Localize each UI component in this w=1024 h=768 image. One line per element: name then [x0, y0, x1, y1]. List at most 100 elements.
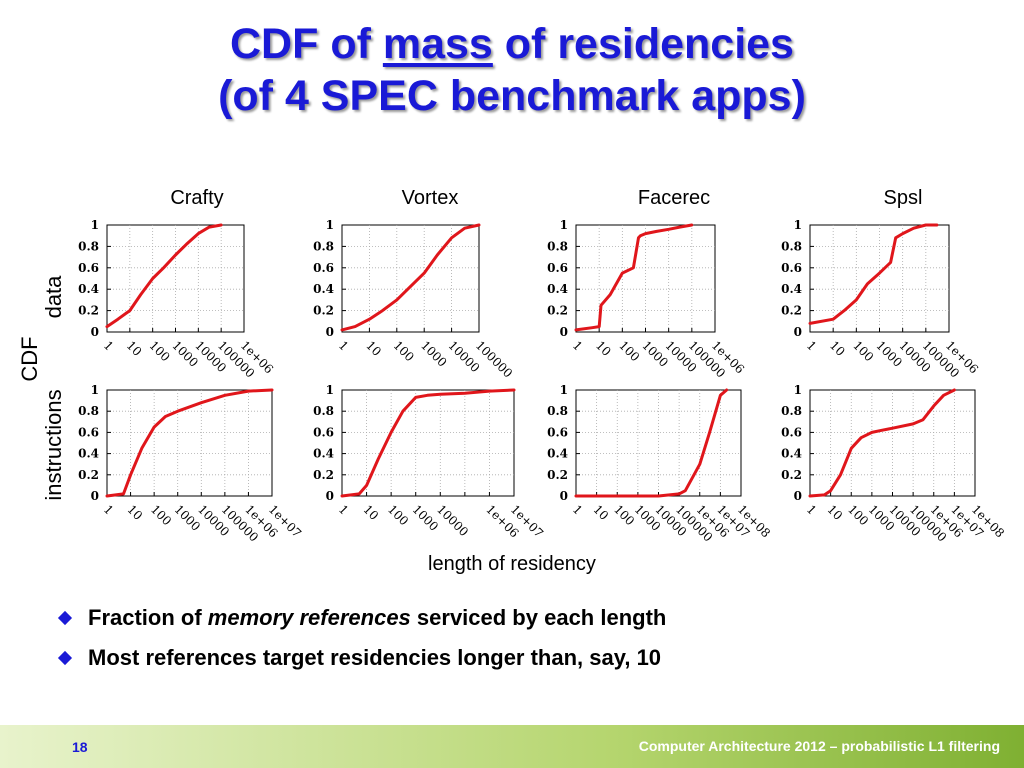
title-pre: CDF of	[230, 20, 383, 68]
footer-bar: 18 Computer Architecture 2012 – probabil…	[0, 725, 1024, 768]
y-tick-label: 0.4	[547, 447, 568, 461]
y-tick-label: 1	[326, 383, 334, 397]
x-tick-label: 1	[570, 502, 585, 517]
x-tick-label: 100	[616, 338, 642, 364]
diamond-bullet-icon	[57, 650, 73, 666]
x-tick-label: 10	[360, 502, 381, 523]
y-tick-label: 0.4	[781, 447, 802, 461]
title-post: of residencies	[492, 20, 794, 68]
bullet-item-1: Fraction of memory references serviced b…	[56, 598, 666, 638]
series-line-3	[574, 223, 694, 332]
x-tick-label: 100	[147, 338, 173, 364]
y-tick-label: 0.8	[781, 404, 802, 418]
y-tick-label: 0.4	[313, 447, 334, 461]
y-tick-label: 0.8	[78, 239, 99, 253]
x-tick-label: 10	[363, 338, 384, 359]
chart-title-crafty: Crafty	[170, 187, 224, 209]
bullet-1-pre: Fraction of	[88, 605, 208, 630]
y-tick-label: 0.6	[781, 261, 802, 275]
y-tick-label: 0	[91, 325, 99, 339]
x-tick-label: 10	[593, 338, 614, 359]
y-tick-label: 1	[560, 218, 568, 232]
y-tick-label: 0.2	[313, 304, 334, 318]
y-tick-label: 0.2	[547, 468, 568, 482]
series-line-2	[340, 223, 481, 332]
x-tick-label: 1000	[873, 338, 904, 369]
y-tick-label: 1	[91, 383, 99, 397]
y-tick-label: 0	[91, 489, 99, 503]
x-tick-label: 1	[804, 338, 819, 353]
x-tick-label: 100	[148, 502, 174, 528]
x-tick-label: 1	[804, 502, 819, 517]
plot-frame	[106, 389, 273, 497]
y-tick-label: 0.8	[781, 239, 802, 253]
y-tick-label: 0.4	[781, 282, 802, 296]
y-tick-label: 0.2	[78, 304, 99, 318]
footer-text: Computer Architecture 2012 – probabilist…	[638, 738, 1000, 754]
y-tick-label: 1	[794, 218, 802, 232]
bullet-text-2: Most references target residencies longe…	[88, 645, 662, 670]
x-tick-label: 100	[611, 502, 637, 528]
x-tick-label: 100000	[473, 338, 515, 380]
y-tick-label: 0	[326, 489, 334, 503]
y-tick-label: 0.8	[547, 404, 568, 418]
plot-frame	[809, 224, 950, 333]
x-axis-label: length of residency	[428, 553, 596, 575]
series-line-7	[574, 388, 729, 498]
page-number: 18	[72, 739, 88, 755]
chart-title-facerec: Facerec	[637, 187, 711, 209]
y-tick-label: 1	[91, 218, 99, 232]
y-tick-label: 0.8	[313, 404, 334, 418]
y-tick-label: 1	[326, 218, 334, 232]
bullet-1-post: serviced by each length	[410, 605, 667, 630]
x-tick-label: 1	[336, 502, 351, 517]
x-tick-label: 10	[827, 338, 848, 359]
x-tick-label: 1	[101, 502, 116, 517]
bullet-1-emphasis: memory references	[207, 605, 411, 630]
plot-frame	[575, 389, 742, 497]
y-tick-label: 0.2	[78, 468, 99, 482]
bullet-list: Fraction of memory references serviced b…	[56, 598, 666, 678]
y-tick-label: 0.6	[547, 425, 568, 439]
series-line-5	[105, 388, 274, 498]
chart-title-spsl: Spsl	[883, 187, 923, 209]
y-tick-label: 0.4	[313, 282, 334, 296]
x-tick-label: 1000	[639, 338, 670, 369]
y-tick-label: 0	[794, 489, 802, 503]
bullet-item-2: Most references target residencies longe…	[56, 638, 666, 678]
y-tick-label: 0.6	[313, 425, 334, 439]
diamond-bullet-icon	[57, 610, 73, 626]
title-emphasis: mass	[382, 20, 493, 68]
y-tick-label: 0.6	[547, 261, 568, 275]
y-tick-label: 0.8	[313, 239, 334, 253]
x-tick-label: 100	[391, 338, 417, 364]
y-tick-label: 0.2	[547, 304, 568, 318]
x-tick-label: 100	[385, 502, 411, 528]
x-tick-label: 1	[101, 338, 116, 353]
y-tick-label: 0.2	[781, 304, 802, 318]
x-tick-label: 100	[845, 502, 871, 528]
x-tick-label: 1	[336, 338, 351, 353]
series-line-8	[808, 388, 956, 498]
x-tick-label: 10	[591, 502, 612, 523]
y-tick-label: 0.6	[781, 425, 802, 439]
x-tick-label: 100	[850, 338, 876, 364]
x-tick-label: 10	[825, 502, 846, 523]
y-tick-label: 0	[794, 325, 802, 339]
y-tick-label: 1	[560, 383, 568, 397]
y-tick-label: 0.6	[313, 261, 334, 275]
y-tick-label: 0	[560, 489, 568, 503]
x-tick-label: 10	[124, 338, 145, 359]
y-tick-label: 0.4	[78, 447, 99, 461]
y-tick-label: 0.6	[78, 261, 99, 275]
y-tick-label: 0.2	[313, 468, 334, 482]
y-tick-label: 0.4	[547, 282, 568, 296]
y-tick-label: 0.6	[78, 425, 99, 439]
y-tick-label: 0.8	[547, 239, 568, 253]
y-tick-label: 0.4	[78, 282, 99, 296]
plot-frame	[341, 224, 480, 333]
x-tick-label: 1	[570, 338, 585, 353]
y-tick-label: 0	[560, 325, 568, 339]
y-tick-label: 0.8	[78, 404, 99, 418]
x-tick-label: 1000	[172, 502, 203, 533]
